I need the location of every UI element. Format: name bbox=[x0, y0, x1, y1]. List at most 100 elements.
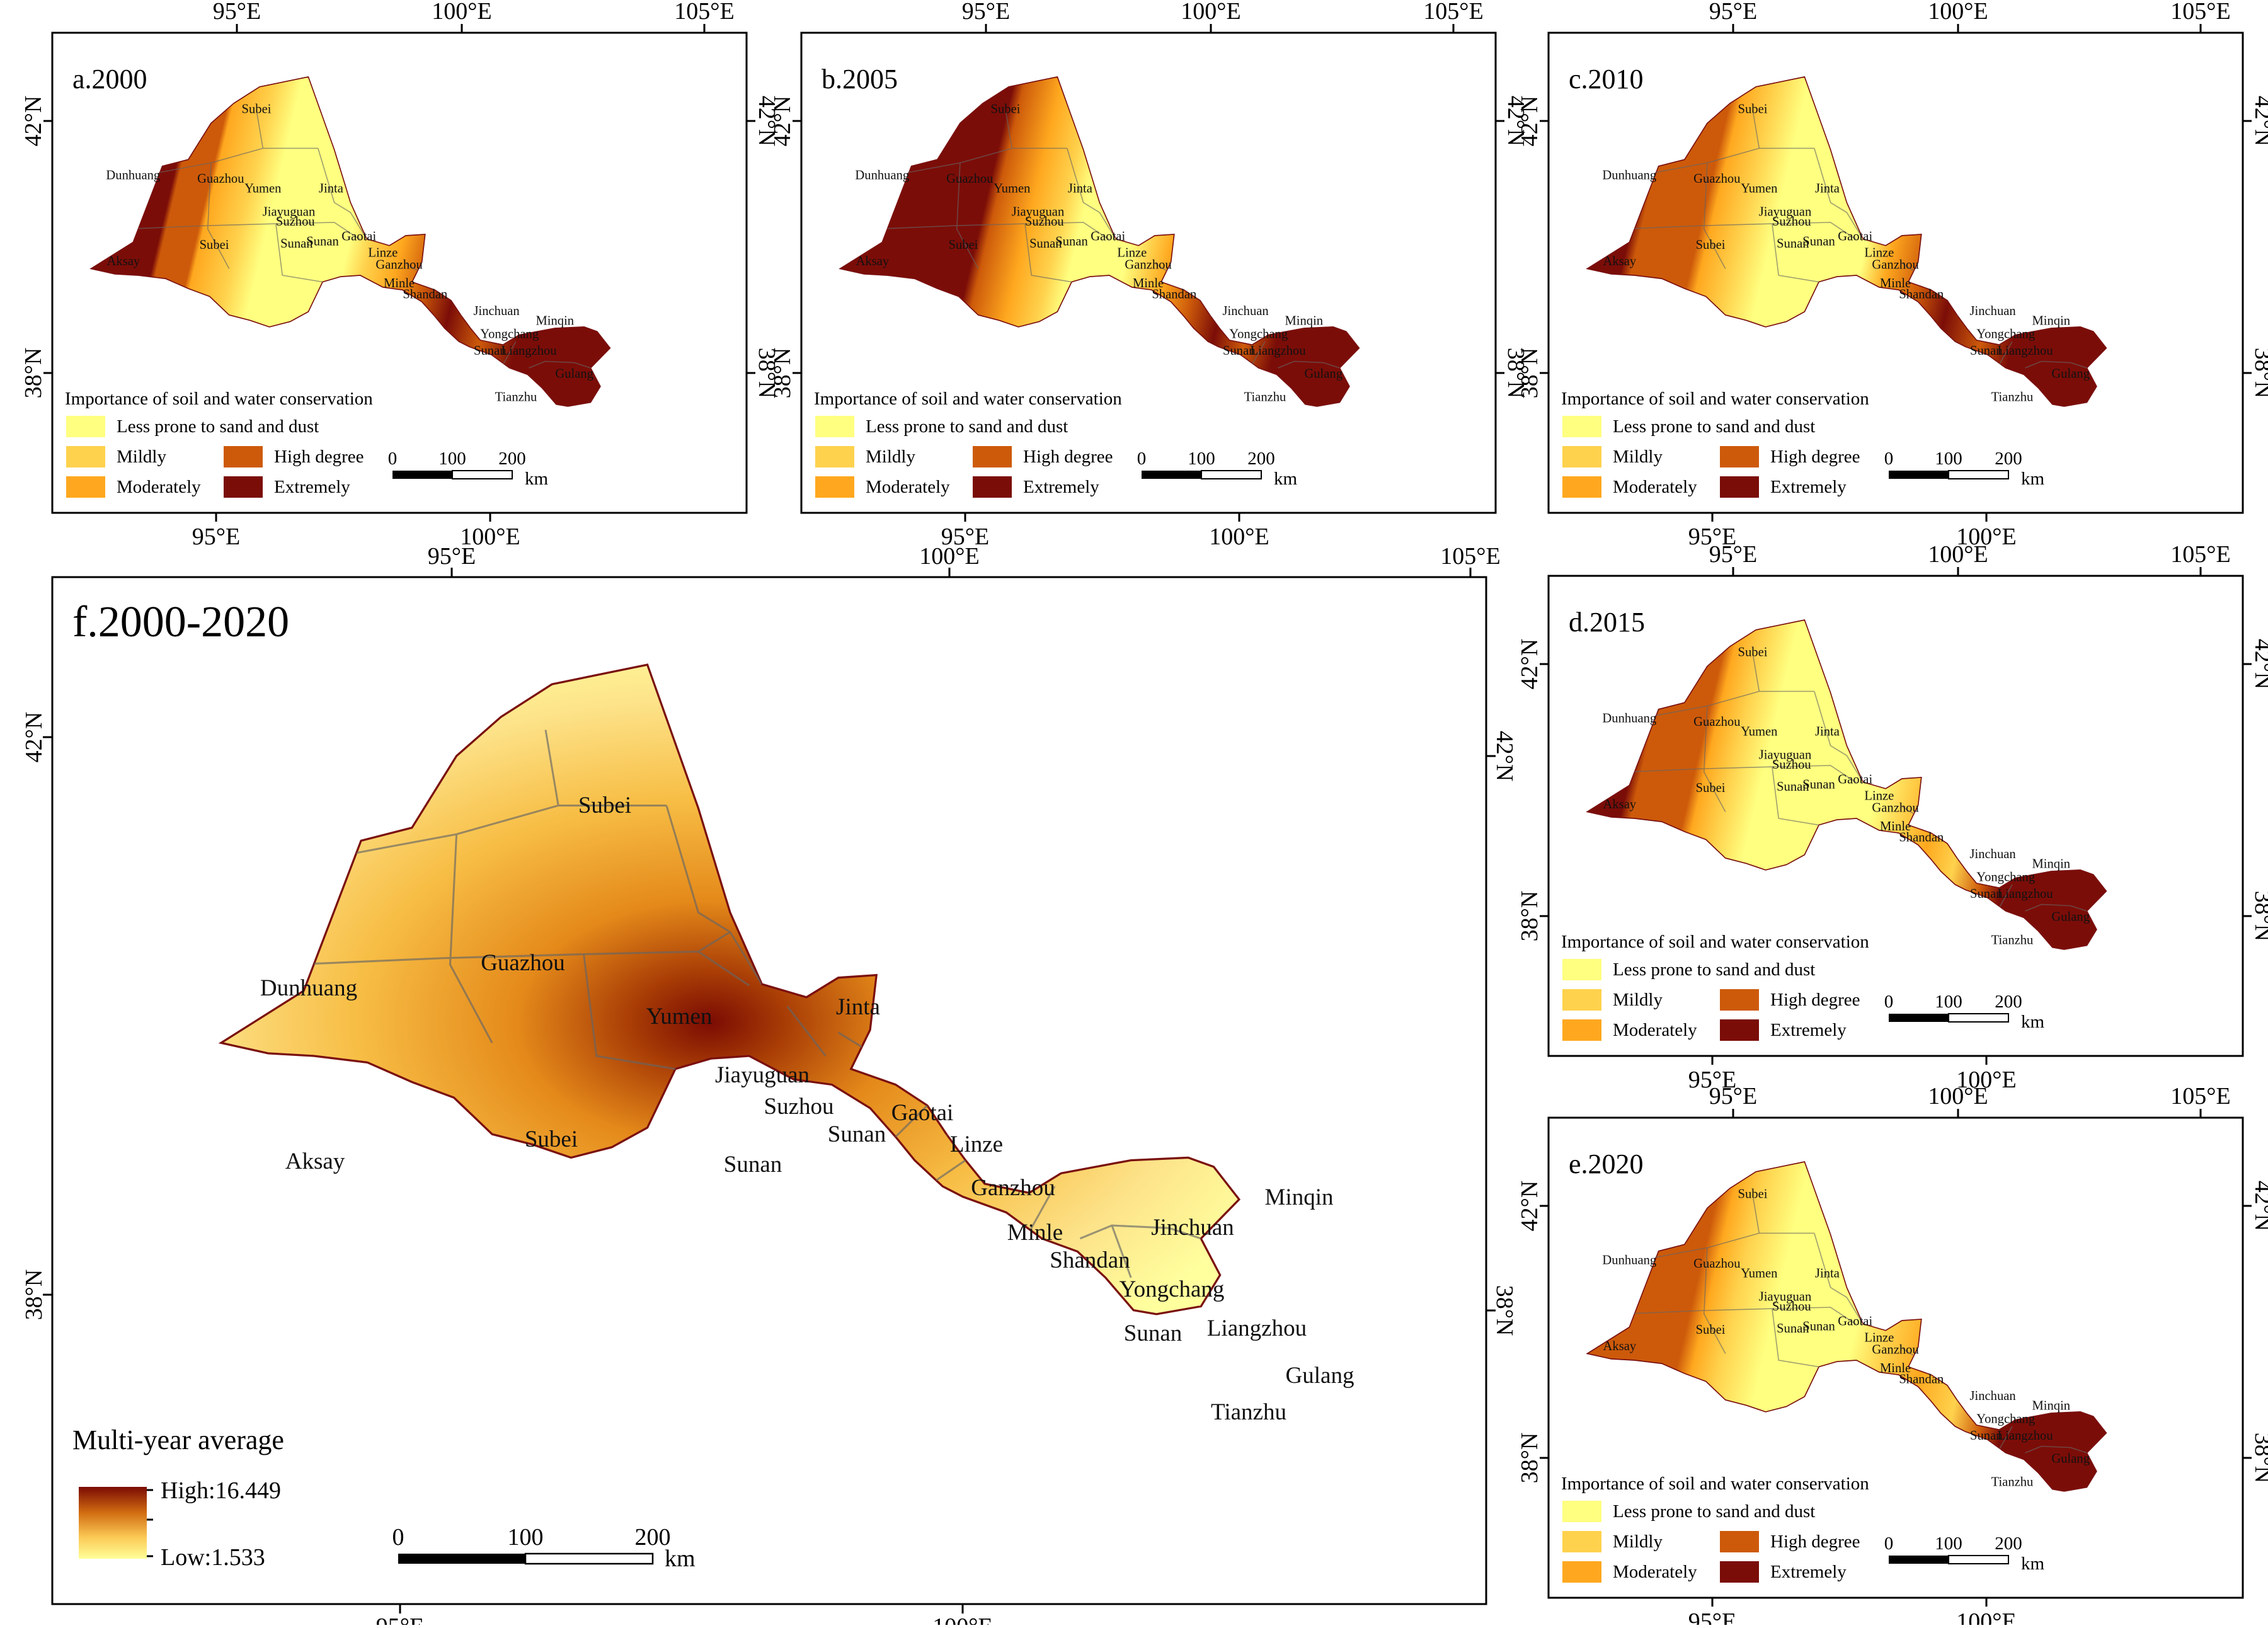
place-label: Dunhuang bbox=[855, 168, 909, 183]
legend-label: High degree bbox=[1770, 1532, 1860, 1552]
place-label: Subei bbox=[1738, 645, 1768, 660]
lon-label: 95°E bbox=[1709, 1083, 1757, 1109]
place-label: Sunan bbox=[1970, 886, 2003, 901]
scale-tick: 0 bbox=[1884, 1533, 1894, 1554]
legend-swatch-moderate bbox=[1562, 1019, 1601, 1041]
place-label: Sunan bbox=[1777, 236, 1809, 251]
legend-swatch-mild bbox=[1562, 446, 1601, 467]
panel-frame bbox=[1547, 575, 2244, 1057]
legend-swatch-extreme bbox=[1720, 476, 1759, 498]
place-label: Jinchuan bbox=[1151, 1215, 1234, 1241]
place-label: Minle bbox=[1880, 819, 1911, 834]
main-scalebar: 0 100 200 km bbox=[392, 1524, 696, 1572]
place-label: Minqin bbox=[2032, 1399, 2070, 1413]
place-label: Gulang bbox=[2051, 1452, 2090, 1466]
place-label: Linze bbox=[950, 1132, 1003, 1157]
place-label: Linze bbox=[368, 245, 398, 260]
place-label: Jinta bbox=[1815, 1266, 1840, 1281]
lat-label: 38°N bbox=[2250, 891, 2268, 942]
lon-label: 95°E bbox=[213, 0, 261, 25]
place-label: Shandan bbox=[1899, 830, 1944, 845]
lon-label: 105°E bbox=[2170, 1083, 2230, 1109]
legend-label: Extremely bbox=[1770, 1020, 1847, 1040]
lon-label: 95°E bbox=[192, 524, 240, 550]
place-label: Subei bbox=[991, 102, 1021, 117]
panel-frame bbox=[51, 32, 748, 514]
place-label: Tianzhu bbox=[495, 389, 537, 404]
place-label: Suzhou bbox=[1772, 214, 1811, 229]
lon-label: 100°E bbox=[1209, 524, 1269, 550]
scale-tick: 0 bbox=[388, 449, 398, 469]
place-label: Jinchuan bbox=[473, 304, 520, 318]
place-label: Minqin bbox=[1285, 314, 1323, 328]
place-label: Minle bbox=[1880, 276, 1911, 290]
legend-swatch-less bbox=[1562, 416, 1601, 437]
place-label: Ganzhou bbox=[971, 1175, 1055, 1201]
lon-label: 95°E bbox=[1688, 1067, 1736, 1093]
lon-label: 100°E bbox=[932, 1614, 992, 1625]
place-label: Suzhou bbox=[1025, 214, 1064, 229]
lat-label: 38°N bbox=[20, 348, 47, 399]
lat-label: 42°N bbox=[753, 96, 780, 147]
panel-d: 95°E 100°E 105°E 95°E 100°E 42°N 42°N 38°N 38°N d… bbox=[1516, 541, 2268, 1093]
legend-swatch-moderate bbox=[66, 476, 105, 498]
place-label: Shandan bbox=[1050, 1247, 1130, 1273]
place-label: Sunan bbox=[1970, 1428, 2003, 1443]
panel-title: c.2010 bbox=[1569, 64, 1644, 95]
legend-label: High degree bbox=[1770, 990, 1860, 1010]
place-label: Jiayuguan bbox=[1759, 204, 1812, 219]
panel-b: 95°E 100°E 105°E 95°E 100°E 42°N 42°N 38°N 38°N b… bbox=[769, 0, 1529, 550]
scale-tick: 100 bbox=[1935, 449, 1962, 469]
place-label: Dunhuang bbox=[106, 168, 160, 183]
place-label: Jinta bbox=[1815, 181, 1840, 196]
lat-label: 42°N bbox=[1491, 731, 1518, 782]
place-label: Ganzhou bbox=[1872, 1342, 1919, 1356]
place-label: Guazhou bbox=[1693, 171, 1741, 186]
legend-label: Moderately bbox=[1613, 1562, 1697, 1582]
place-label: Yumen bbox=[646, 1004, 713, 1029]
place-label: Guazhou bbox=[197, 171, 244, 186]
legend-swatch-moderate bbox=[1562, 476, 1601, 498]
place-label: Liangzhou bbox=[1251, 343, 1307, 358]
place-label: Sunan bbox=[1802, 234, 1835, 249]
place-label: Sunan bbox=[1970, 343, 2003, 358]
legend-label: Less prone to sand and dust bbox=[1613, 1501, 1815, 1522]
place-label: Jiayuguan bbox=[1759, 747, 1812, 762]
lon-label: 100°E bbox=[919, 543, 979, 570]
scale-tick: 0 bbox=[1884, 992, 1894, 1012]
scale-tick: 0 bbox=[1884, 449, 1894, 469]
lon-label: 105°E bbox=[1440, 543, 1500, 570]
legend-label: Moderately bbox=[1613, 1020, 1697, 1040]
place-label: Dunhuang bbox=[260, 975, 357, 1001]
place-label: Yumen bbox=[1741, 181, 1778, 196]
legend-label: Less prone to sand and dust bbox=[1613, 960, 1815, 980]
legend-label: Less prone to sand and dust bbox=[1613, 416, 1815, 437]
panel-title: d.2015 bbox=[1569, 607, 1645, 638]
lon-label: 95°E bbox=[1688, 1608, 1736, 1625]
scale-tick: 100 bbox=[1188, 449, 1215, 469]
scale-unit: km bbox=[2021, 1554, 2045, 1574]
place-label: Gulang bbox=[2051, 910, 2090, 924]
legend-swatch-high bbox=[973, 446, 1012, 467]
legend-swatch-high bbox=[224, 446, 263, 467]
legend-label: Extremely bbox=[1770, 477, 1847, 497]
place-label: Subei bbox=[1738, 1187, 1768, 1201]
legend-label: Less prone to sand and dust bbox=[866, 416, 1068, 437]
place-label: Jinta bbox=[1068, 181, 1092, 196]
place-label: Yumen bbox=[1741, 1266, 1778, 1281]
legend-swatch-extreme bbox=[1720, 1561, 1759, 1583]
place-label: Subei bbox=[242, 102, 272, 117]
lon-label: 100°E bbox=[1956, 1608, 2016, 1625]
place-label: Aksay bbox=[1603, 254, 1637, 268]
place-label: Sunan bbox=[1777, 1321, 1809, 1336]
place-label: Sunan bbox=[828, 1121, 886, 1147]
place-label: Subei bbox=[1696, 781, 1726, 795]
place-label: Guazhou bbox=[1693, 714, 1741, 729]
legend-swatch-less bbox=[815, 416, 854, 437]
place-label: Gulang bbox=[1286, 1363, 1354, 1389]
place-label: Gaotai bbox=[341, 229, 376, 243]
place-label: Gaotai bbox=[1091, 229, 1125, 243]
place-label: Jinchuan bbox=[1969, 847, 2016, 861]
scale-tick: 100 bbox=[438, 449, 466, 469]
